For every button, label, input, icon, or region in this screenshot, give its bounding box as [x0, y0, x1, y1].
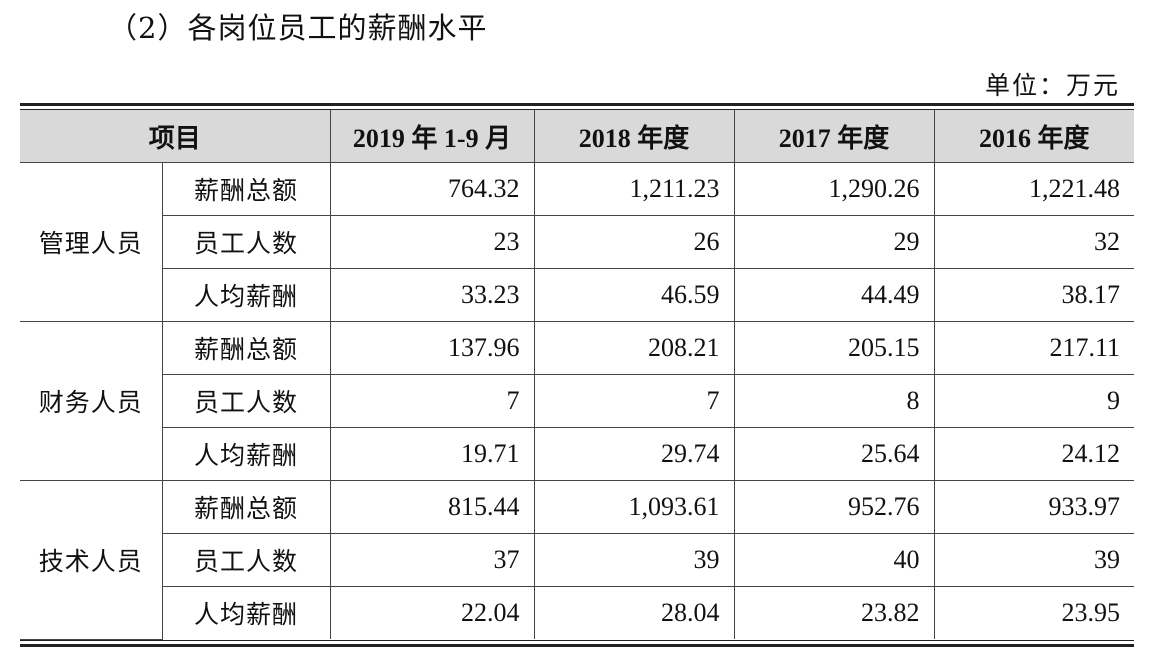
header-2016: 2016 年度	[933, 110, 1135, 163]
table-row: 技术人员 薪酬总额 815.44 1,093.61 952.76 933.97	[20, 480, 1135, 640]
table-row: 人均薪酬 33.23 46.59 44.49 38.17	[20, 268, 1135, 322]
value-cell: 44.49	[733, 268, 935, 322]
value-cell: 38.17	[933, 268, 1135, 322]
metric-cell: 薪酬总额	[161, 321, 331, 375]
table-row: 员工人数 23 26 29 32	[20, 215, 1135, 269]
category-cell: 管理人员	[20, 162, 163, 322]
header-2017: 2017 年度	[733, 110, 935, 163]
salary-table-wrapper: 项目 2019 年 1-9 月 2018 年度 2017 年度 2016 年度 …	[20, 103, 1135, 647]
value-cell: 40	[733, 533, 935, 587]
value-cell: 1,093.61	[533, 480, 735, 534]
table-row: 人均薪酬 19.71 29.74 25.64 24.12	[20, 427, 1135, 481]
header-item: 项目	[20, 110, 331, 163]
value-cell: 39	[533, 533, 735, 587]
table-bottom-rule	[20, 639, 1134, 647]
value-cell: 32	[933, 215, 1135, 269]
section-heading: （2）各岗位员工的薪酬水平	[108, 11, 488, 45]
value-cell: 137.96	[329, 321, 535, 375]
value-cell: 952.76	[733, 480, 935, 534]
value-cell: 217.11	[933, 321, 1135, 375]
value-cell: 46.59	[533, 268, 735, 322]
unit-label: 单位：万元	[984, 71, 1120, 100]
table-header-row: 项目 2019 年 1-9 月 2018 年度 2017 年度 2016 年度	[20, 110, 1135, 163]
header-2018: 2018 年度	[533, 110, 735, 163]
value-cell: 29	[733, 215, 935, 269]
value-cell: 933.97	[933, 480, 1135, 534]
metric-cell: 员工人数	[161, 215, 331, 269]
table-row: 员工人数 37 39 40 39	[20, 533, 1135, 587]
value-cell: 205.15	[733, 321, 935, 375]
value-cell: 1,290.26	[733, 162, 935, 216]
value-cell: 764.32	[329, 162, 535, 216]
value-cell: 25.64	[733, 427, 935, 481]
value-cell: 208.21	[533, 321, 735, 375]
value-cell: 28.04	[533, 586, 735, 639]
table-row: 财务人员 薪酬总额 137.96 208.21 205.15 217.11	[20, 321, 1135, 481]
value-cell: 7	[329, 374, 535, 428]
value-cell: 24.12	[933, 427, 1135, 481]
value-cell: 8	[733, 374, 935, 428]
value-cell: 1,221.48	[933, 162, 1135, 216]
value-cell: 33.23	[329, 268, 535, 322]
salary-table: 项目 2019 年 1-9 月 2018 年度 2017 年度 2016 年度 …	[20, 110, 1135, 640]
value-cell: 26	[533, 215, 735, 269]
metric-cell: 人均薪酬	[161, 427, 331, 481]
category-cell: 技术人员	[20, 480, 163, 640]
table-top-rule	[20, 103, 1134, 110]
table-row: 人均薪酬 22.04 28.04 23.82 23.95	[20, 586, 1135, 639]
table-row: 员工人数 7 7 8 9	[20, 374, 1135, 428]
metric-cell: 薪酬总额	[161, 480, 331, 534]
metric-cell: 员工人数	[161, 374, 331, 428]
value-cell: 39	[933, 533, 1135, 587]
value-cell: 815.44	[329, 480, 535, 534]
value-cell: 19.71	[329, 427, 535, 481]
metric-cell: 人均薪酬	[161, 268, 331, 322]
category-cell: 财务人员	[20, 321, 163, 481]
metric-cell: 员工人数	[161, 533, 331, 587]
value-cell: 23.82	[733, 586, 935, 639]
value-cell: 29.74	[533, 427, 735, 481]
value-cell: 1,211.23	[533, 162, 735, 216]
value-cell: 9	[933, 374, 1135, 428]
value-cell: 23.95	[933, 586, 1135, 639]
value-cell: 37	[329, 533, 535, 587]
table-row: 管理人员 薪酬总额 764.32 1,211.23 1,290.26 1,221.48	[20, 162, 1135, 322]
value-cell: 7	[533, 374, 735, 428]
value-cell: 22.04	[329, 586, 535, 639]
header-2019-q1-q3: 2019 年 1-9 月	[329, 110, 535, 163]
metric-cell: 薪酬总额	[161, 162, 331, 216]
table-body: 管理人员 薪酬总额 764.32 1,211.23 1,290.26 1,221.48 员工…	[20, 162, 1135, 640]
value-cell: 23	[329, 215, 535, 269]
metric-cell: 人均薪酬	[161, 586, 331, 639]
